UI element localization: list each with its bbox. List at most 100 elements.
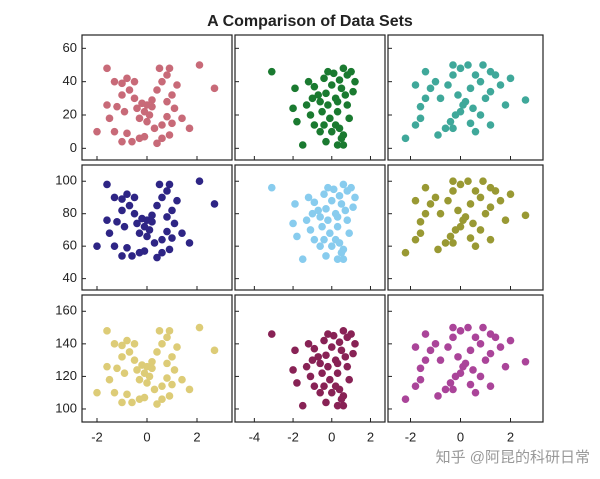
point <box>130 340 139 348</box>
point <box>113 364 121 373</box>
point <box>185 239 194 247</box>
point <box>322 89 330 98</box>
panel-frame <box>387 294 544 423</box>
point <box>521 357 530 366</box>
point <box>110 340 119 348</box>
point <box>333 255 342 263</box>
point <box>456 369 465 377</box>
point <box>486 382 495 390</box>
point <box>110 77 119 86</box>
point <box>304 77 313 86</box>
point <box>93 388 101 397</box>
point <box>143 117 151 126</box>
point <box>329 331 338 340</box>
point <box>506 74 515 83</box>
point <box>153 400 161 408</box>
x-tick-label: -2 <box>287 429 299 444</box>
point <box>140 393 149 402</box>
point <box>165 392 174 400</box>
point <box>333 401 342 410</box>
point <box>349 203 357 212</box>
y-tick-label: 40 <box>63 73 77 88</box>
point <box>339 401 348 410</box>
point <box>496 343 505 351</box>
point <box>148 218 156 226</box>
point <box>501 362 510 371</box>
point <box>185 124 194 133</box>
point <box>322 137 330 146</box>
point <box>476 340 485 348</box>
point <box>310 344 319 353</box>
point <box>133 366 141 374</box>
point <box>421 67 430 76</box>
point <box>163 187 171 195</box>
point <box>337 248 346 257</box>
point <box>345 229 353 237</box>
point <box>333 141 342 149</box>
point <box>486 349 495 358</box>
point <box>449 187 457 195</box>
point <box>351 77 359 86</box>
y-tick-label: 140 <box>55 335 77 350</box>
point <box>454 91 462 99</box>
point <box>426 200 435 208</box>
point <box>471 242 480 250</box>
point <box>349 349 357 358</box>
panel-frame <box>81 164 233 291</box>
y-tick-label: 20 <box>63 106 77 121</box>
point <box>421 330 430 338</box>
point <box>103 216 111 224</box>
point <box>501 216 510 224</box>
point <box>155 327 164 335</box>
point <box>339 64 348 73</box>
point <box>327 196 336 205</box>
point <box>337 395 346 404</box>
point <box>431 340 440 348</box>
point <box>464 177 472 186</box>
point <box>333 97 342 106</box>
point <box>291 200 299 208</box>
point <box>449 333 457 342</box>
y-tick-label: 0 <box>70 140 77 155</box>
point <box>335 76 344 84</box>
point <box>293 379 301 387</box>
point <box>105 375 114 384</box>
point <box>110 242 119 250</box>
point <box>178 229 186 237</box>
point <box>434 392 442 400</box>
point <box>125 201 134 210</box>
point <box>329 185 338 194</box>
x-tick-label: 2 <box>507 429 514 444</box>
point <box>163 359 171 368</box>
x-tick-label: 2 <box>367 429 374 444</box>
y-tick-label: 60 <box>63 40 77 55</box>
point <box>135 114 144 123</box>
point <box>105 229 114 237</box>
watermark: 知乎 @阿昆的科研日常 <box>436 449 590 466</box>
point <box>431 77 440 86</box>
point <box>165 245 174 254</box>
point <box>163 374 171 382</box>
point <box>118 341 126 350</box>
point <box>145 372 154 381</box>
panel-frame <box>387 34 544 161</box>
point <box>441 385 450 394</box>
point <box>469 366 477 374</box>
point <box>416 375 425 384</box>
point <box>446 232 455 241</box>
point <box>486 203 495 212</box>
point <box>118 398 126 407</box>
point <box>343 333 352 342</box>
point <box>118 79 126 88</box>
point <box>491 333 500 342</box>
point <box>158 235 166 244</box>
point <box>476 226 485 234</box>
point <box>411 343 420 351</box>
point <box>339 141 348 149</box>
point <box>185 385 194 394</box>
point <box>421 209 430 218</box>
point <box>168 119 176 128</box>
panel-frame <box>234 294 386 423</box>
point <box>416 364 425 373</box>
point <box>148 357 156 366</box>
